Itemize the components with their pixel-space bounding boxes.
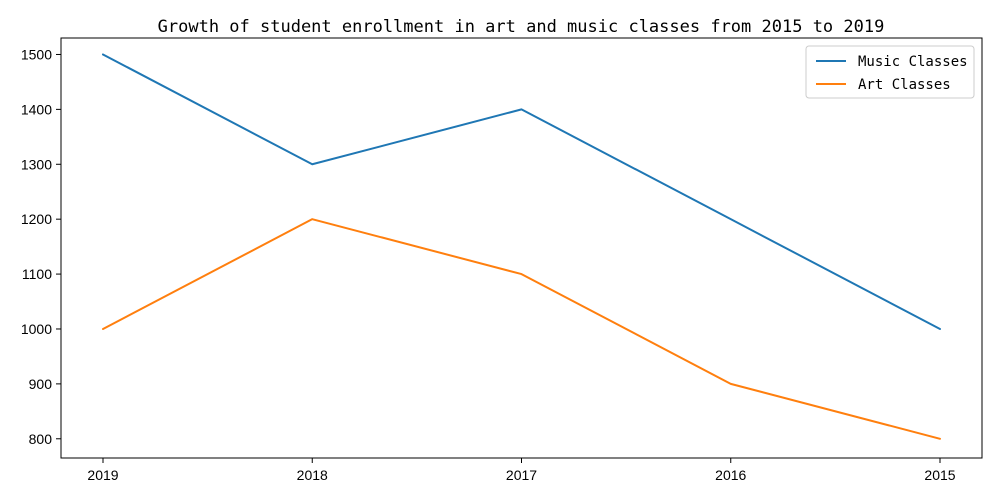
y-axis: 800 900 1000 1100 1200 1300 1400 1500: [21, 46, 61, 447]
y-tick-label: 1500: [21, 46, 52, 62]
series-line-art-classes: [102, 218, 941, 440]
chart-title: Growth of student enrollment in art and …: [158, 17, 885, 37]
legend: Music Classes Art Classes: [805, 45, 975, 99]
legend-label-art-classes: Art Classes: [858, 77, 951, 93]
x-tick-label: 2017: [506, 467, 537, 483]
x-tick-label: 2018: [297, 467, 328, 483]
y-tick-label: 1100: [22, 266, 52, 282]
x-tick-label: 2015: [924, 467, 955, 483]
y-tick-label: 900: [29, 376, 53, 392]
y-tick-label: 1000: [21, 321, 52, 337]
legend-box: [805, 45, 975, 99]
series-line-music-classes: [102, 53, 941, 330]
y-tick-label: 800: [29, 431, 53, 447]
y-tick-label: 1200: [21, 211, 52, 227]
y-tick-label: 1400: [21, 101, 52, 117]
x-axis: 2019 2018 2017 2016 2015: [87, 458, 956, 483]
x-tick-label: 2016: [715, 467, 746, 483]
series-layer: [102, 53, 941, 440]
y-tick-label: 1300: [21, 156, 52, 172]
plot-area-frame: [60, 37, 983, 459]
x-tick-label: 2019: [87, 467, 118, 483]
legend-label-music-classes: Music Classes: [858, 54, 968, 70]
